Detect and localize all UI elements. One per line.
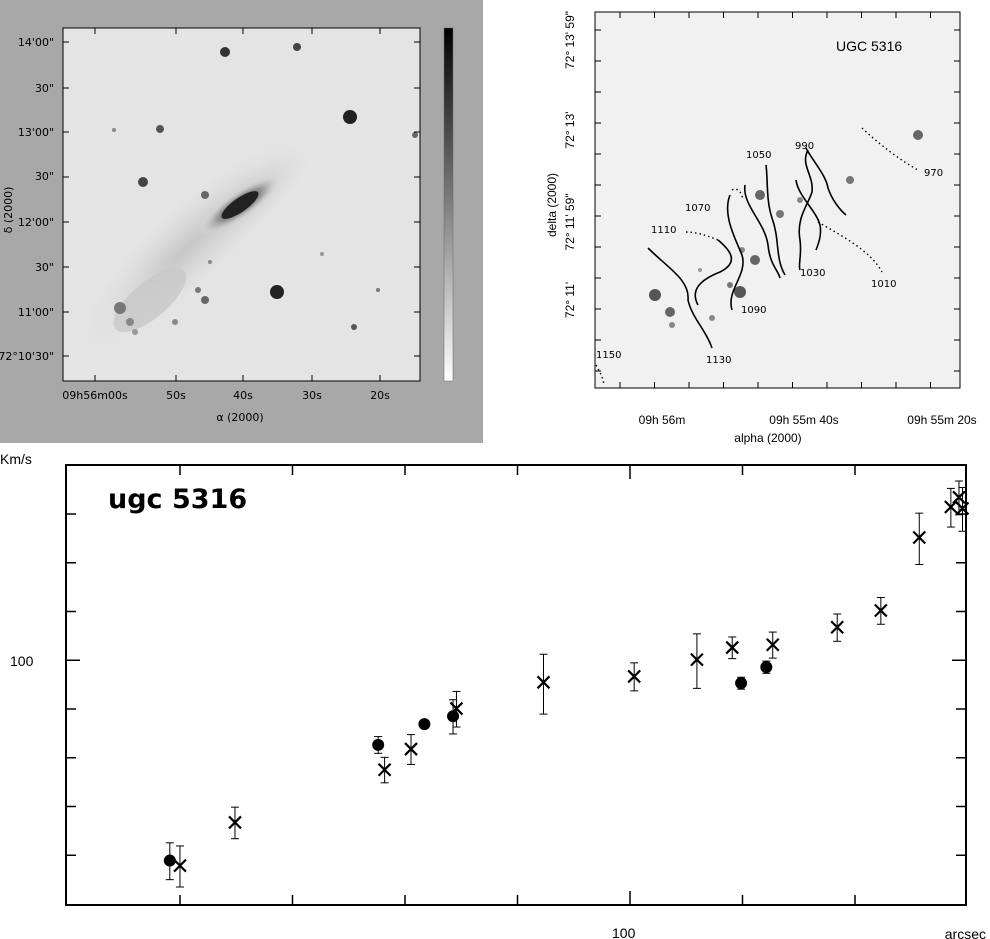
ra-tick-label: 09h56m00s — [62, 389, 128, 402]
velocity-map-frame — [594, 11, 961, 389]
contour-label: 1110 — [651, 225, 676, 236]
velocity-map-panel: UGC 5316 990 1050 970 1070 1110 1030 101… — [545, 11, 977, 445]
y-tick-label: 100 — [10, 653, 34, 669]
dec-tick-label: 72°10'30" — [0, 350, 54, 363]
contour-label: 990 — [795, 141, 814, 152]
ra-tick-label: 09h 55m 20s — [907, 413, 976, 427]
galaxy-image-panel: 09h56m00s 50s 40s 30s 20s α (2000) 14'00… — [0, 0, 483, 443]
ra-tick-label: 09h 56m — [639, 413, 686, 427]
chart-title: ugc 5316 — [108, 484, 247, 515]
dec-tick-label: 13'00" — [18, 126, 54, 139]
ra-tick-label: 20s — [370, 389, 390, 402]
x-axis-label: alpha (2000) — [734, 431, 801, 445]
data-point-cross — [627, 669, 641, 684]
data-point-cross — [955, 501, 970, 516]
data-point-dot — [760, 661, 773, 674]
data-point-cross — [912, 530, 927, 545]
data-point-cross — [404, 742, 418, 756]
data-point-dot — [372, 738, 385, 751]
data-point-cross — [228, 815, 242, 830]
dec-tick-label: 14'00" — [18, 36, 54, 49]
axis-ticks — [66, 465, 966, 905]
data-point-cross — [874, 603, 888, 618]
dec-tick-label: 30" — [35, 82, 54, 95]
dec-tick-label: 30" — [35, 261, 54, 274]
dec-tick-label: 72° 11' 59" — [563, 193, 577, 250]
panel-title: UGC 5316 — [836, 38, 902, 54]
dec-tick-label: 30" — [35, 170, 54, 183]
data-point-cross — [830, 620, 844, 635]
contour-label: 1070 — [685, 203, 710, 214]
contour-label: 1090 — [741, 305, 766, 316]
contour-label: 1050 — [746, 150, 771, 161]
data-point-cross — [690, 652, 704, 667]
data-point-cross — [173, 858, 187, 873]
contour-label: 970 — [924, 168, 943, 179]
velocity-map-image — [649, 130, 923, 328]
galaxy-image — [69, 43, 418, 359]
x-axis-label: arcsec — [945, 926, 986, 939]
data-point-cross — [377, 762, 392, 777]
data-point-cross — [725, 640, 740, 655]
data-point-dot — [163, 854, 176, 867]
y-axis-label: delta (2000) — [545, 173, 559, 237]
dec-tick-label: 12'00" — [18, 216, 54, 229]
x-tick-label: 100 — [612, 925, 636, 939]
data-point-dot — [735, 677, 748, 690]
rotation-curve-chart: ugc 5316 Km/s arcsec 100 100 — [0, 451, 986, 939]
ra-tick-label: 09h 55m 40s — [769, 413, 838, 427]
dec-tick-label: 11'00" — [18, 306, 54, 319]
dec-tick-label: 72° 13' 59" — [563, 11, 577, 69]
ra-tick-label: 30s — [302, 389, 322, 402]
contour-label: 1150 — [596, 350, 621, 361]
dotted-contours — [595, 127, 919, 386]
data-point-cross — [536, 675, 551, 690]
data-point-dot — [447, 710, 460, 723]
ra-tick-label: 50s — [166, 389, 186, 402]
data-marks — [163, 480, 970, 888]
contour-label: 1030 — [800, 268, 825, 279]
velocity-contours — [647, 147, 847, 349]
y-axis-label: δ (2000) — [2, 187, 15, 234]
data-point-dot — [418, 718, 431, 731]
x-axis-label: α (2000) — [216, 411, 263, 424]
data-point-cross — [765, 637, 780, 652]
dec-tick-label: 72° 13' — [563, 111, 577, 148]
colorbar — [443, 27, 454, 382]
contour-label: 1010 — [871, 279, 896, 290]
contour-label: 1130 — [706, 355, 731, 366]
y-axis-label: Km/s — [0, 451, 32, 467]
ra-tick-label: 40s — [233, 389, 253, 402]
plot-frame — [65, 464, 967, 906]
dec-tick-label: 72° 11' — [563, 282, 577, 318]
